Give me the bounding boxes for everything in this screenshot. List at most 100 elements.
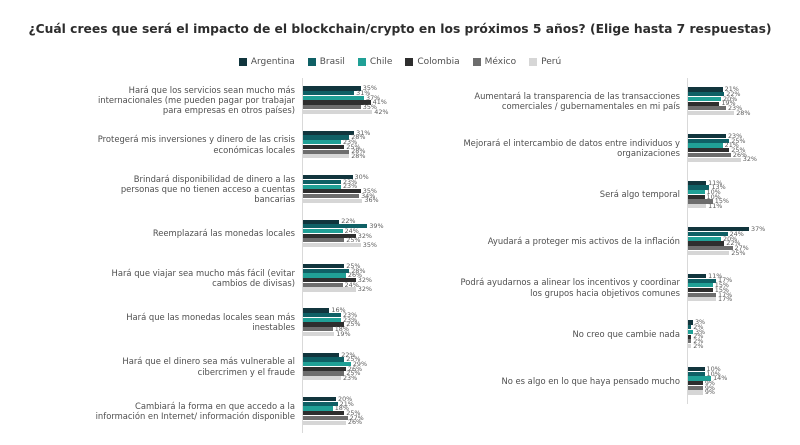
bar-peru bbox=[688, 110, 735, 116]
category-label: No es algo en lo que haya pensado mucho bbox=[501, 375, 680, 386]
legend-label: Colombia bbox=[417, 57, 460, 67]
bar-colombia bbox=[688, 194, 705, 199]
bar-row: 9% bbox=[688, 384, 798, 391]
bar-brasil bbox=[303, 224, 368, 229]
bar-value-label: 2% bbox=[693, 341, 704, 350]
bar-row: 26% bbox=[303, 271, 413, 280]
bar-argentina bbox=[688, 227, 750, 232]
bar-value-label: 15% bbox=[714, 197, 729, 206]
category-label: Ayudará a proteger mis activos de la inf… bbox=[487, 235, 680, 246]
bar-argentina bbox=[688, 87, 723, 92]
category-label: Hará que el dinero sea más vulnerable al… bbox=[122, 356, 295, 377]
legend-swatch-icon bbox=[472, 58, 481, 66]
bar-peru bbox=[303, 109, 373, 114]
bar-mexico bbox=[303, 149, 350, 154]
bar-cluster: 10% 10% 14% 9% 9% 9% bbox=[687, 357, 798, 405]
bar-group: Aumentará la transparencia de las transa… bbox=[450, 78, 798, 125]
legend-item-brasil: Brasil bbox=[307, 57, 345, 67]
bar-row: 14% bbox=[688, 375, 798, 382]
bar-row: 37% bbox=[688, 225, 798, 234]
bar-colombia bbox=[303, 233, 356, 238]
bar-row: 9% bbox=[688, 380, 798, 386]
bar-row: 22% bbox=[303, 351, 413, 358]
bar-value-label: 26% bbox=[347, 271, 363, 280]
bar-peru bbox=[303, 154, 350, 159]
bar-colombia bbox=[688, 381, 703, 386]
bar-row: 29% bbox=[303, 361, 413, 367]
bar-value-label: 23% bbox=[342, 374, 358, 383]
bar-row: 25% bbox=[303, 321, 413, 328]
bar-brasil bbox=[688, 185, 710, 190]
bar-cluster: 16% 23% 23% 25% 18% 19% bbox=[302, 299, 413, 345]
bar-value-label: 20% bbox=[723, 234, 738, 243]
bar-row: 18% bbox=[303, 326, 413, 332]
bar-cluster: 25% 28% 26% 32% 24% 32% bbox=[302, 255, 413, 300]
bar-row: 25% bbox=[303, 262, 413, 269]
bar-chile bbox=[303, 406, 333, 411]
bar-peru bbox=[303, 376, 341, 381]
bar-group: Reemplazará las monedas locales 22% 39% 24%… bbox=[95, 211, 413, 256]
bar-value-label: 28% bbox=[351, 152, 366, 161]
bar-colombia bbox=[688, 287, 713, 293]
bar-value-label: 2% bbox=[693, 337, 704, 346]
bar-row: 10% bbox=[688, 370, 798, 377]
category-label: Hará que viajar sea mucho más fácil (evi… bbox=[111, 267, 295, 288]
bar-brasil bbox=[688, 138, 730, 143]
bar-row: 11% bbox=[688, 179, 798, 186]
bar-value-label: 10% bbox=[706, 364, 721, 373]
bar-value-label: 31% bbox=[356, 88, 371, 97]
chart-column-right: Aumentará la transparencia de las transa… bbox=[450, 78, 798, 405]
bar-value-label: 25% bbox=[731, 136, 746, 145]
bar-mexico bbox=[688, 199, 713, 204]
bar-value-label: 23% bbox=[342, 182, 358, 191]
bar-value-label: 18% bbox=[334, 404, 349, 413]
bar-row: 13% bbox=[688, 184, 798, 191]
bar-argentina bbox=[303, 308, 330, 313]
bar-value-label: 42% bbox=[374, 107, 389, 116]
bar-argentina bbox=[303, 263, 345, 269]
bar-mexico bbox=[303, 193, 360, 199]
bar-peru bbox=[303, 420, 346, 425]
bar-row: 23% bbox=[688, 133, 798, 139]
bar-peru bbox=[688, 297, 717, 302]
bar-colombia bbox=[303, 411, 345, 416]
bar-cluster: 30% 23% 23% 35% 34% 36% bbox=[302, 166, 413, 212]
bar-cluster: 11% 13% 10% 10% 15% 11% bbox=[687, 171, 798, 218]
bar-row: 23% bbox=[303, 139, 413, 145]
bar-value-label: 34% bbox=[361, 191, 376, 200]
bar-value-label: 37% bbox=[751, 225, 766, 234]
bar-brasil bbox=[303, 268, 350, 273]
bar-cluster: 11% 17% 15% 15% 17% 17% bbox=[687, 264, 798, 311]
bar-value-label: 24% bbox=[344, 280, 359, 289]
bar-row: 37% bbox=[303, 94, 413, 101]
bar-argentina bbox=[688, 180, 707, 185]
bar-row: 22% bbox=[688, 240, 798, 247]
bar-chile bbox=[688, 96, 721, 102]
legend-swatch-icon bbox=[307, 58, 316, 66]
bar-colombia bbox=[688, 101, 720, 106]
bar-group: Hará que las monedas locales sean más in… bbox=[95, 299, 413, 345]
bar-value-label: 11% bbox=[708, 202, 723, 210]
bar-mexico bbox=[303, 238, 345, 243]
legend-swatch-icon bbox=[529, 58, 538, 66]
bar-colombia bbox=[688, 241, 725, 246]
bar-row: 26% bbox=[688, 151, 798, 158]
bar-brasil bbox=[688, 325, 692, 330]
bar-peru bbox=[688, 204, 707, 209]
bar-value-label: 15% bbox=[714, 281, 729, 290]
bar-row: 24% bbox=[303, 227, 413, 234]
bar-row: 27% bbox=[303, 414, 413, 421]
bar-mexico bbox=[303, 415, 348, 421]
bar-value-label: 41% bbox=[372, 98, 387, 107]
bar-row: 23% bbox=[303, 316, 413, 323]
bar-row: 10% bbox=[688, 193, 798, 200]
bar-group: Hará que el dinero sea más vulnerable al… bbox=[95, 344, 413, 389]
bar-brasil bbox=[688, 371, 705, 376]
bar-row: 30% bbox=[303, 174, 413, 180]
bar-value-label: 25% bbox=[731, 146, 746, 155]
bar-colombia bbox=[303, 278, 356, 283]
bar-row: 2% bbox=[688, 341, 798, 350]
legend-item-colombia: Colombia bbox=[405, 57, 460, 67]
category-label: Mejorará el intercambio de datos entre i… bbox=[463, 137, 680, 158]
bar-chile bbox=[688, 376, 712, 381]
